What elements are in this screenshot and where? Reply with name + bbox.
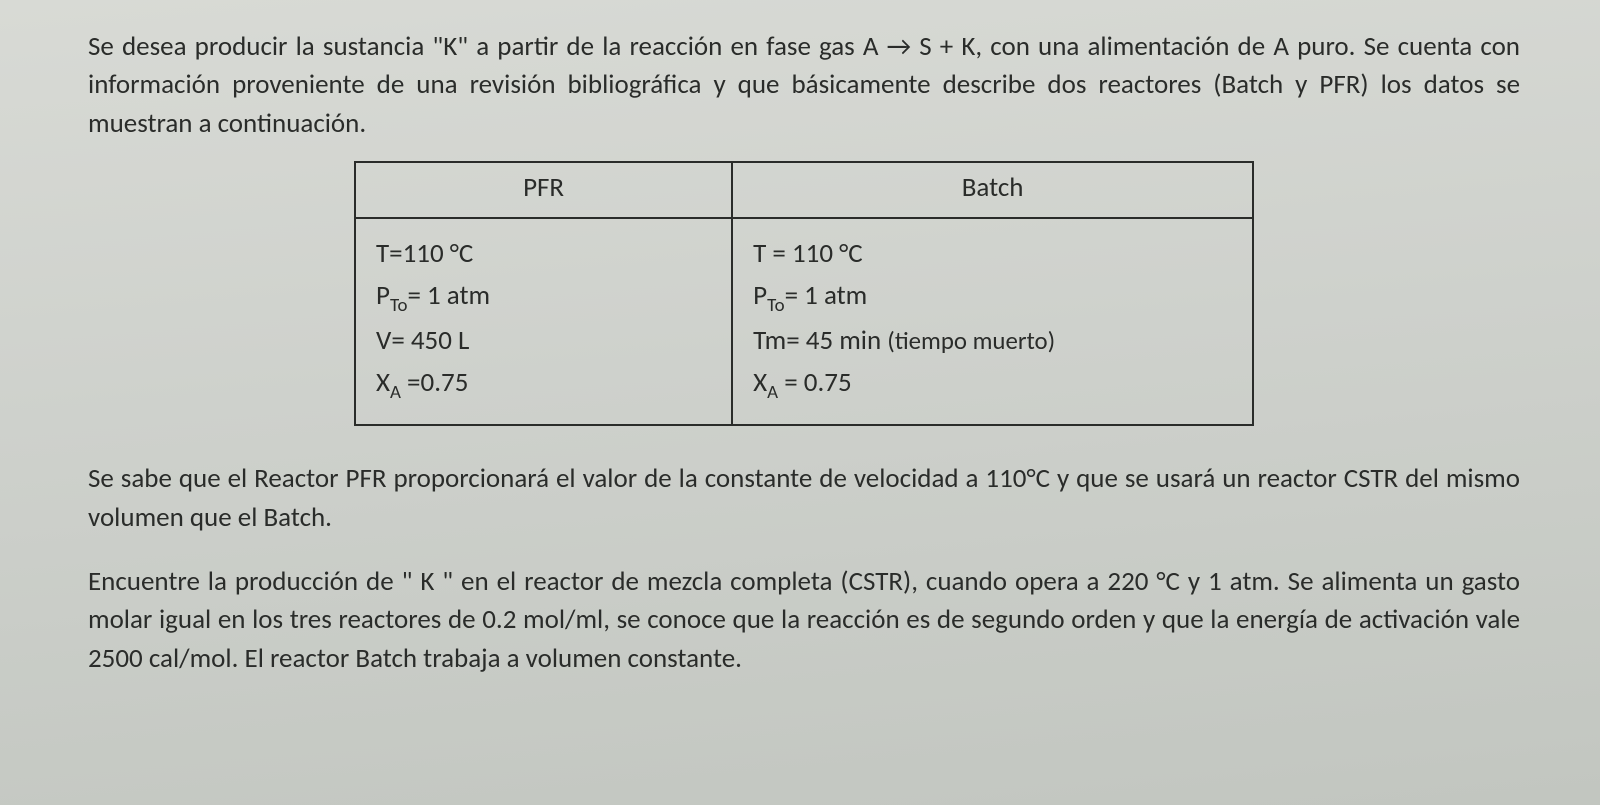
batch-P-sub: To — [767, 294, 785, 317]
pfr-X-sub: A — [390, 381, 401, 404]
pfr-cell: T=110 °C PTo= 1 atm V= 450 L XA =0.75 — [355, 218, 732, 425]
mid-paragraph: Se sabe que el Reactor PFR proporcionará… — [88, 460, 1520, 537]
problem-page: Se desea producir la sustancia "K" a par… — [0, 0, 1600, 698]
batch-Tm-note: (tiempo muerto) — [887, 325, 1055, 356]
pfr-volume: V= 450 L — [376, 320, 711, 362]
batch-conversion: XA = 0.75 — [753, 362, 1232, 407]
pfr-X-post: =0.75 — [401, 366, 468, 399]
batch-Tm: Tm= 45 min — [753, 324, 887, 357]
pfr-X-pre: X — [376, 366, 390, 399]
batch-X-post: = 0.75 — [778, 366, 852, 399]
final-paragraph: Encuentre la producción de " K " en el r… — [88, 563, 1520, 678]
col-header-pfr: PFR — [355, 162, 732, 218]
col-header-batch: Batch — [732, 162, 1253, 218]
batch-X-sub: A — [767, 381, 778, 404]
pfr-P-pre: P — [376, 279, 390, 312]
batch-pressure: PTo= 1 atm — [753, 275, 1232, 320]
pfr-conversion: XA =0.75 — [376, 362, 711, 407]
pfr-temperature: T=110 °C — [376, 233, 711, 275]
batch-P-post: = 1 atm — [785, 279, 868, 312]
final-text: Encuentre la producción de " K " en el r… — [88, 565, 1520, 675]
batch-deadtime: Tm= 45 min (tiempo muerto) — [753, 320, 1232, 362]
table-row: T=110 °C PTo= 1 atm V= 450 L XA =0.75 T … — [355, 218, 1253, 425]
batch-cell: T = 110 °C PTo= 1 atm Tm= 45 min (tiempo… — [732, 218, 1253, 425]
pfr-pressure: PTo= 1 atm — [376, 275, 711, 320]
reactor-data-table: PFR Batch T=110 °C PTo= 1 atm V= 450 L X… — [354, 161, 1254, 426]
batch-temperature: T = 110 °C — [753, 233, 1232, 275]
batch-X-pre: X — [753, 366, 767, 399]
batch-P-pre: P — [753, 279, 767, 312]
mid-text: Se sabe que el Reactor PFR proporcionará… — [88, 462, 1520, 533]
intro-text: Se desea producir la sustancia "K" a par… — [88, 30, 1520, 140]
pfr-P-sub: To — [390, 294, 408, 317]
pfr-P-post: = 1 atm — [407, 279, 490, 312]
intro-paragraph: Se desea producir la sustancia "K" a par… — [88, 28, 1520, 143]
data-table-wrap: PFR Batch T=110 °C PTo= 1 atm V= 450 L X… — [88, 161, 1520, 426]
